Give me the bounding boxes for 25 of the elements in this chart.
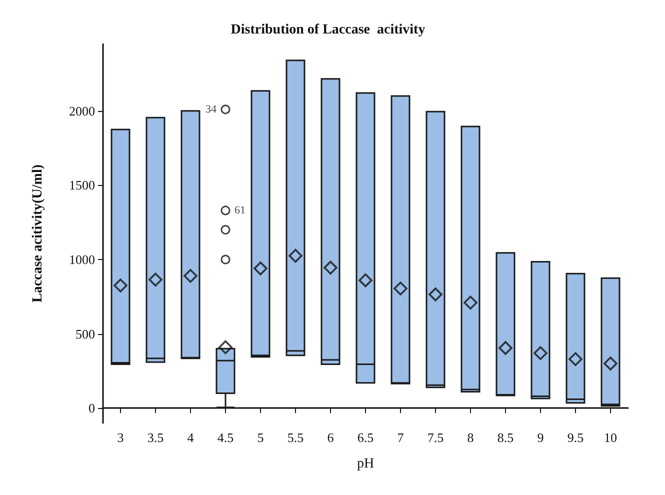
x-tick-label: 5 <box>257 430 264 445</box>
x-tick-label: 5.5 <box>287 430 304 445</box>
x-axis-title: pH <box>356 456 374 472</box>
y-tick-label: 2000 <box>69 103 95 118</box>
x-tick-label: 3.5 <box>147 430 164 445</box>
x-tick-label: 4.5 <box>217 430 234 445</box>
x-tick-label: 9.5 <box>567 430 584 445</box>
annotation: 61 <box>234 204 246 216</box>
x-tick-label: 6.5 <box>357 430 374 445</box>
annotation: 34 <box>206 103 217 116</box>
y-tick-label: 1500 <box>69 178 95 193</box>
y-axis-title: Laccase acitivity(U/ml) <box>30 164 46 303</box>
y-tick-label: 500 <box>76 326 95 342</box>
x-tick-label: 3 <box>117 430 124 445</box>
y-tick-label: 1000 <box>69 252 95 268</box>
chart-title: Distribution of Laccase acitivity <box>230 22 426 38</box>
x-tick-label: 8.5 <box>497 430 514 445</box>
x-tick-label: 4 <box>187 430 194 445</box>
x-tick-label: 6 <box>327 430 334 445</box>
x-tick-label: 9 <box>537 430 544 445</box>
x-tick-label: 7.5 <box>427 430 444 445</box>
x-tick-label: 8 <box>467 430 474 445</box>
x-tick-label: 10 <box>604 430 617 445</box>
y-tick-label: 0 <box>88 400 95 416</box>
x-tick-label: 7 <box>397 430 404 445</box>
